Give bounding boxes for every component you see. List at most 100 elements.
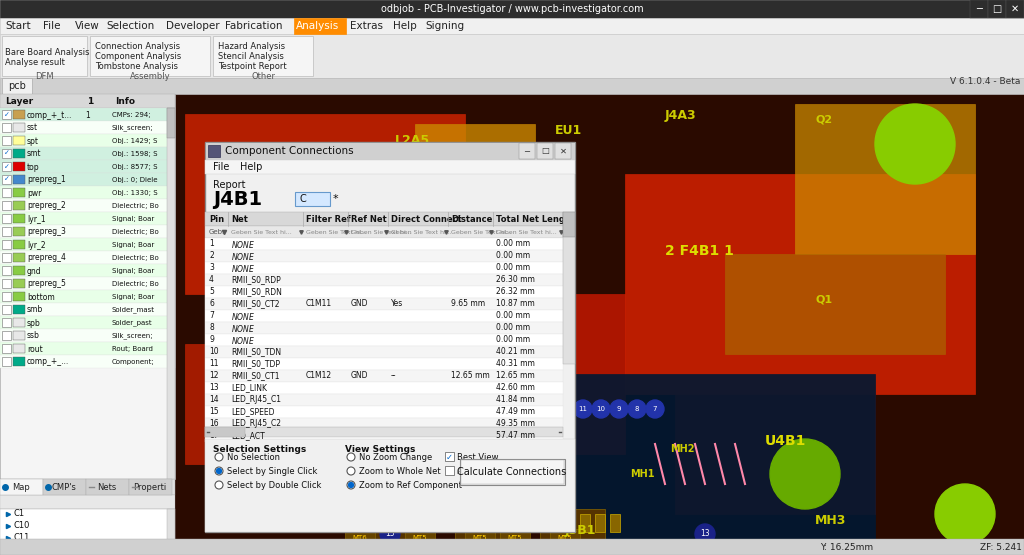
Text: LED_SPEED: LED_SPEED xyxy=(231,407,274,416)
Bar xyxy=(213,36,313,76)
Text: 4: 4 xyxy=(209,275,214,285)
Text: RMII_S0_RDN: RMII_S0_RDN xyxy=(231,287,282,296)
Text: 1: 1 xyxy=(86,110,90,119)
Bar xyxy=(205,427,563,437)
Text: Component Connections: Component Connections xyxy=(225,146,353,156)
Text: MT5: MT5 xyxy=(508,535,522,541)
Bar xyxy=(43,479,86,495)
Text: File: File xyxy=(43,21,60,31)
Text: ✓: ✓ xyxy=(3,164,9,169)
Bar xyxy=(0,342,175,355)
Text: Testpoint Report: Testpoint Report xyxy=(218,62,287,71)
Text: 15: 15 xyxy=(385,529,395,538)
Text: 40.21 mm: 40.21 mm xyxy=(496,347,535,356)
Circle shape xyxy=(556,400,574,418)
Bar xyxy=(415,124,535,204)
Text: ✕: ✕ xyxy=(1011,4,1019,14)
Text: J3B1: J3B1 xyxy=(565,524,597,537)
Text: Total Net Length: Total Net Length xyxy=(496,214,575,224)
Text: 17: 17 xyxy=(209,431,219,441)
Text: 42.60 mm: 42.60 mm xyxy=(496,384,535,392)
Bar xyxy=(0,108,175,121)
Bar xyxy=(205,439,575,532)
Text: Best View: Best View xyxy=(457,452,499,462)
Circle shape xyxy=(695,524,715,544)
Bar xyxy=(0,264,175,277)
Bar xyxy=(294,18,346,34)
Text: Obj.: 8577; S: Obj.: 8577; S xyxy=(112,164,158,170)
Text: Nets: Nets xyxy=(97,482,117,492)
Circle shape xyxy=(475,544,495,555)
Bar xyxy=(970,0,988,18)
Bar xyxy=(13,188,25,197)
Text: Dielectric; Bo: Dielectric; Bo xyxy=(112,229,159,235)
Text: sst: sst xyxy=(27,124,38,133)
Text: Signing: Signing xyxy=(425,21,464,31)
Bar xyxy=(460,459,565,485)
Text: Silk_screen;: Silk_screen; xyxy=(112,125,154,132)
Text: pwr: pwr xyxy=(27,189,41,198)
Bar xyxy=(675,394,874,514)
Text: Analysis: Analysis xyxy=(296,21,339,31)
Text: $NONE$: $NONE$ xyxy=(231,310,255,321)
Text: MH2: MH2 xyxy=(670,444,694,454)
Bar xyxy=(205,212,563,226)
Text: U4B1: U4B1 xyxy=(765,434,806,448)
Bar xyxy=(460,514,470,532)
Bar xyxy=(406,529,435,547)
Text: Select by Single Click: Select by Single Click xyxy=(227,467,317,476)
Text: 14: 14 xyxy=(209,396,219,405)
Bar xyxy=(2,149,11,158)
Bar xyxy=(0,277,175,290)
Bar xyxy=(0,479,43,495)
Bar xyxy=(205,382,563,394)
Bar xyxy=(205,322,563,334)
Bar xyxy=(575,374,874,554)
Text: Distance: Distance xyxy=(451,214,493,224)
Bar xyxy=(625,174,975,394)
Bar xyxy=(0,495,175,509)
Circle shape xyxy=(450,455,468,473)
Text: 26.32 mm: 26.32 mm xyxy=(496,287,535,296)
Text: J4B1: J4B1 xyxy=(475,474,513,489)
Bar xyxy=(13,162,25,171)
Bar xyxy=(13,240,25,249)
Text: Stencil Analysis: Stencil Analysis xyxy=(218,52,284,61)
Text: 0.00 mm: 0.00 mm xyxy=(496,336,530,345)
Text: Obj.: 1330; S: Obj.: 1330; S xyxy=(112,190,158,196)
Text: Select by Double Click: Select by Double Click xyxy=(227,481,322,490)
Bar xyxy=(167,108,175,138)
Bar xyxy=(205,286,563,298)
Bar xyxy=(0,329,175,342)
Text: Selection Settings: Selection Settings xyxy=(213,445,306,454)
Bar xyxy=(205,394,563,406)
Text: Help: Help xyxy=(240,162,262,172)
Bar xyxy=(205,310,563,322)
Text: C11: C11 xyxy=(14,533,31,542)
Bar xyxy=(13,357,25,366)
Text: Extras: Extras xyxy=(350,21,383,31)
Bar xyxy=(205,226,563,238)
Text: V 6.1.0.4 - Beta: V 6.1.0.4 - Beta xyxy=(949,78,1020,87)
Text: prepreg_1: prepreg_1 xyxy=(27,175,66,184)
Text: 10.87 mm: 10.87 mm xyxy=(496,300,535,309)
Text: 11: 11 xyxy=(579,406,588,412)
Bar xyxy=(475,514,485,532)
Bar xyxy=(2,123,11,132)
Bar xyxy=(0,199,175,212)
Text: DFM: DFM xyxy=(35,72,53,81)
Circle shape xyxy=(380,524,400,544)
Bar xyxy=(430,514,440,532)
Text: prepreg_5: prepreg_5 xyxy=(27,280,66,289)
Text: Activate Layers: Activate Layers xyxy=(457,467,522,476)
Text: 13: 13 xyxy=(209,384,219,392)
Text: Tombstone Analysis: Tombstone Analysis xyxy=(95,62,178,71)
Text: 1: 1 xyxy=(209,240,214,249)
Bar xyxy=(129,479,172,495)
Bar xyxy=(205,238,563,250)
Text: Signal; Boar: Signal; Boar xyxy=(112,216,155,222)
Text: Direct Connect: Direct Connect xyxy=(391,214,462,224)
Text: $NONE$: $NONE$ xyxy=(231,263,255,274)
Bar xyxy=(208,145,220,157)
Text: Silk_screen;: Silk_screen; xyxy=(112,332,154,339)
